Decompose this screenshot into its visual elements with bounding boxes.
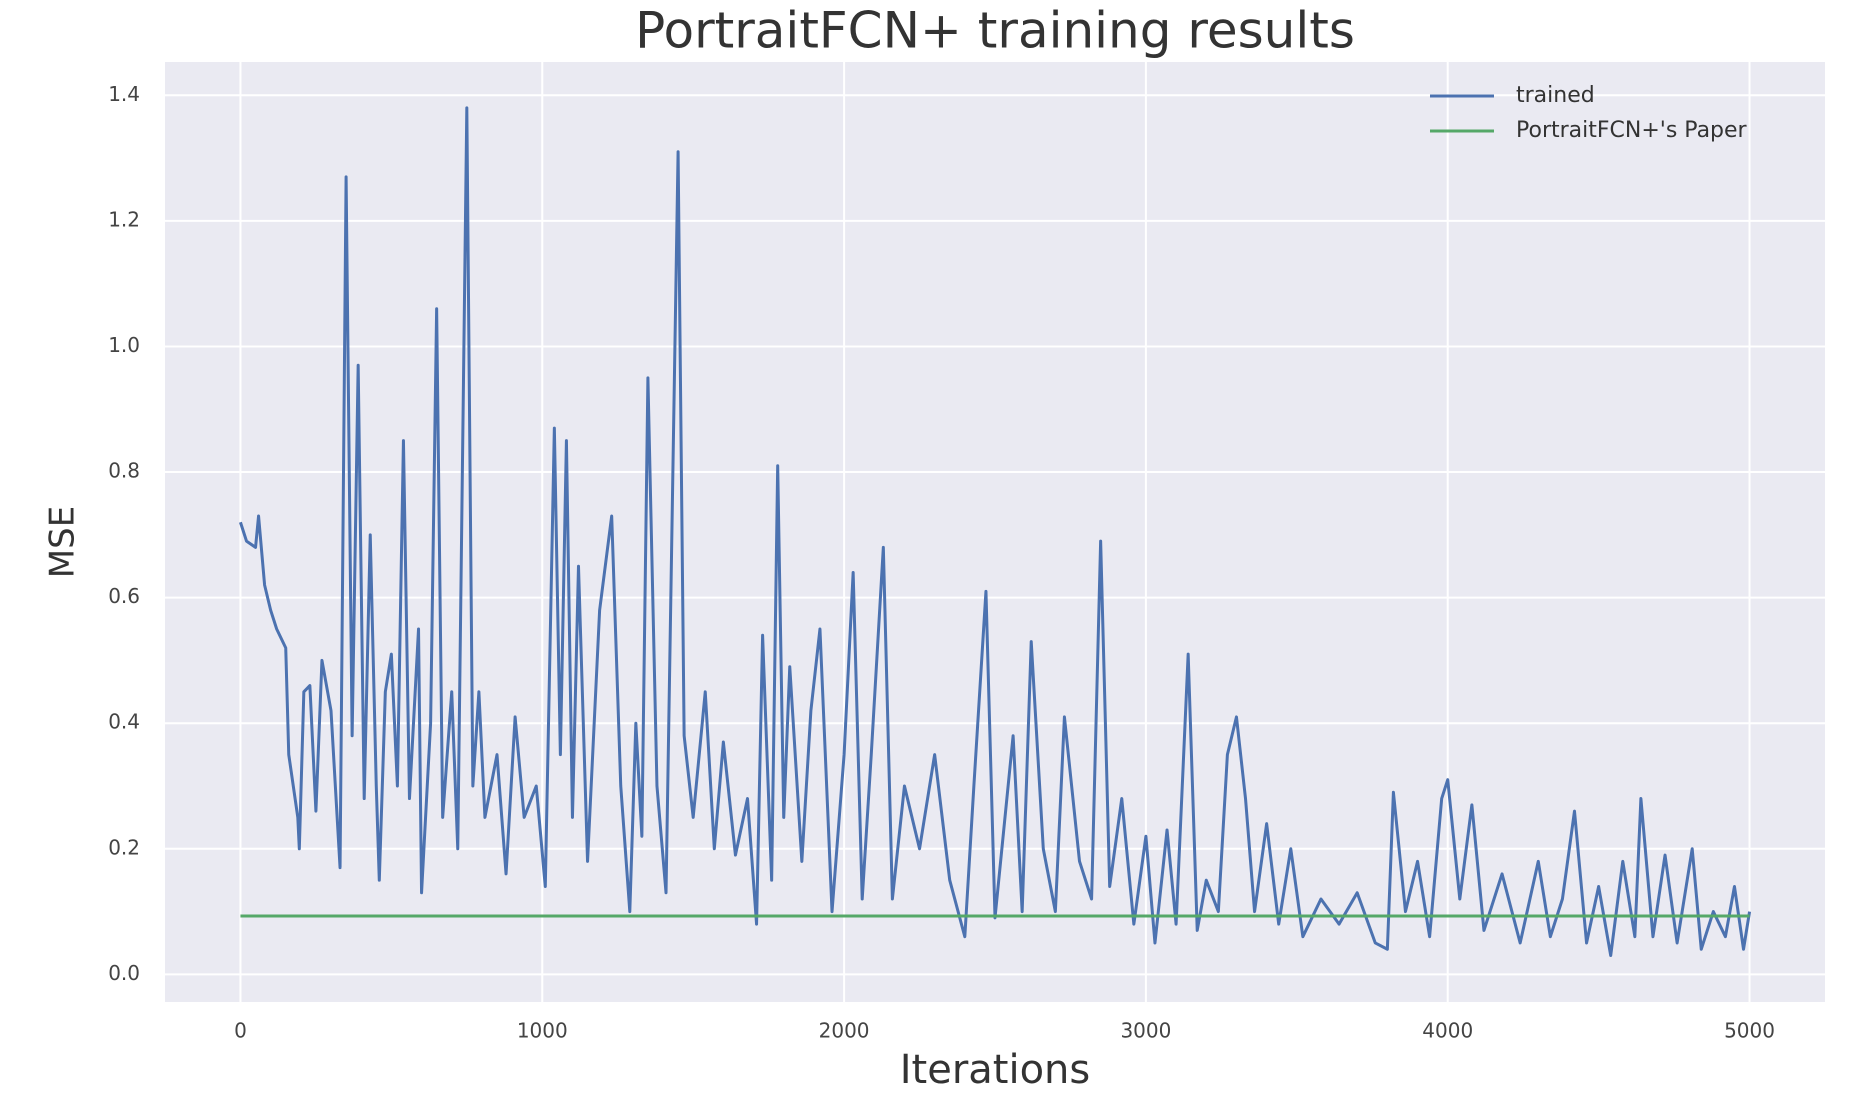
series-line: [239, 106, 1752, 958]
x-axis-label: Iterations: [900, 1047, 1091, 1093]
x-tick-label: 1000: [517, 1019, 568, 1043]
plot-area: [165, 62, 1825, 1002]
y-tick-label: 0.0: [108, 961, 140, 985]
y-tick-label: 0.8: [108, 459, 140, 483]
y-axis-label: MSE: [43, 506, 83, 578]
x-tick-label: 0: [234, 1019, 247, 1043]
x-tick-label: 2000: [819, 1019, 870, 1043]
x-tick-label: 4000: [1422, 1019, 1473, 1043]
legend-label: PortraitFCN+'s Paper: [1516, 118, 1748, 143]
legend-label: trained: [1516, 83, 1595, 108]
y-tick-label: 0.4: [108, 710, 140, 734]
y-tick-label: 0.6: [108, 584, 140, 608]
x-tick-label: 3000: [1120, 1019, 1171, 1043]
x-tick-label: 5000: [1724, 1019, 1775, 1043]
y-tick-label: 0.2: [108, 835, 140, 859]
y-tick-label: 1.2: [108, 207, 140, 231]
legend: trained PortraitFCN+'s Paper: [1430, 83, 1748, 143]
lines: [239, 106, 1752, 958]
chart-title: PortraitFCN+ training results: [635, 2, 1355, 60]
y-tick-label: 1.4: [108, 82, 140, 106]
y-tick-label: 1.0: [108, 333, 140, 357]
